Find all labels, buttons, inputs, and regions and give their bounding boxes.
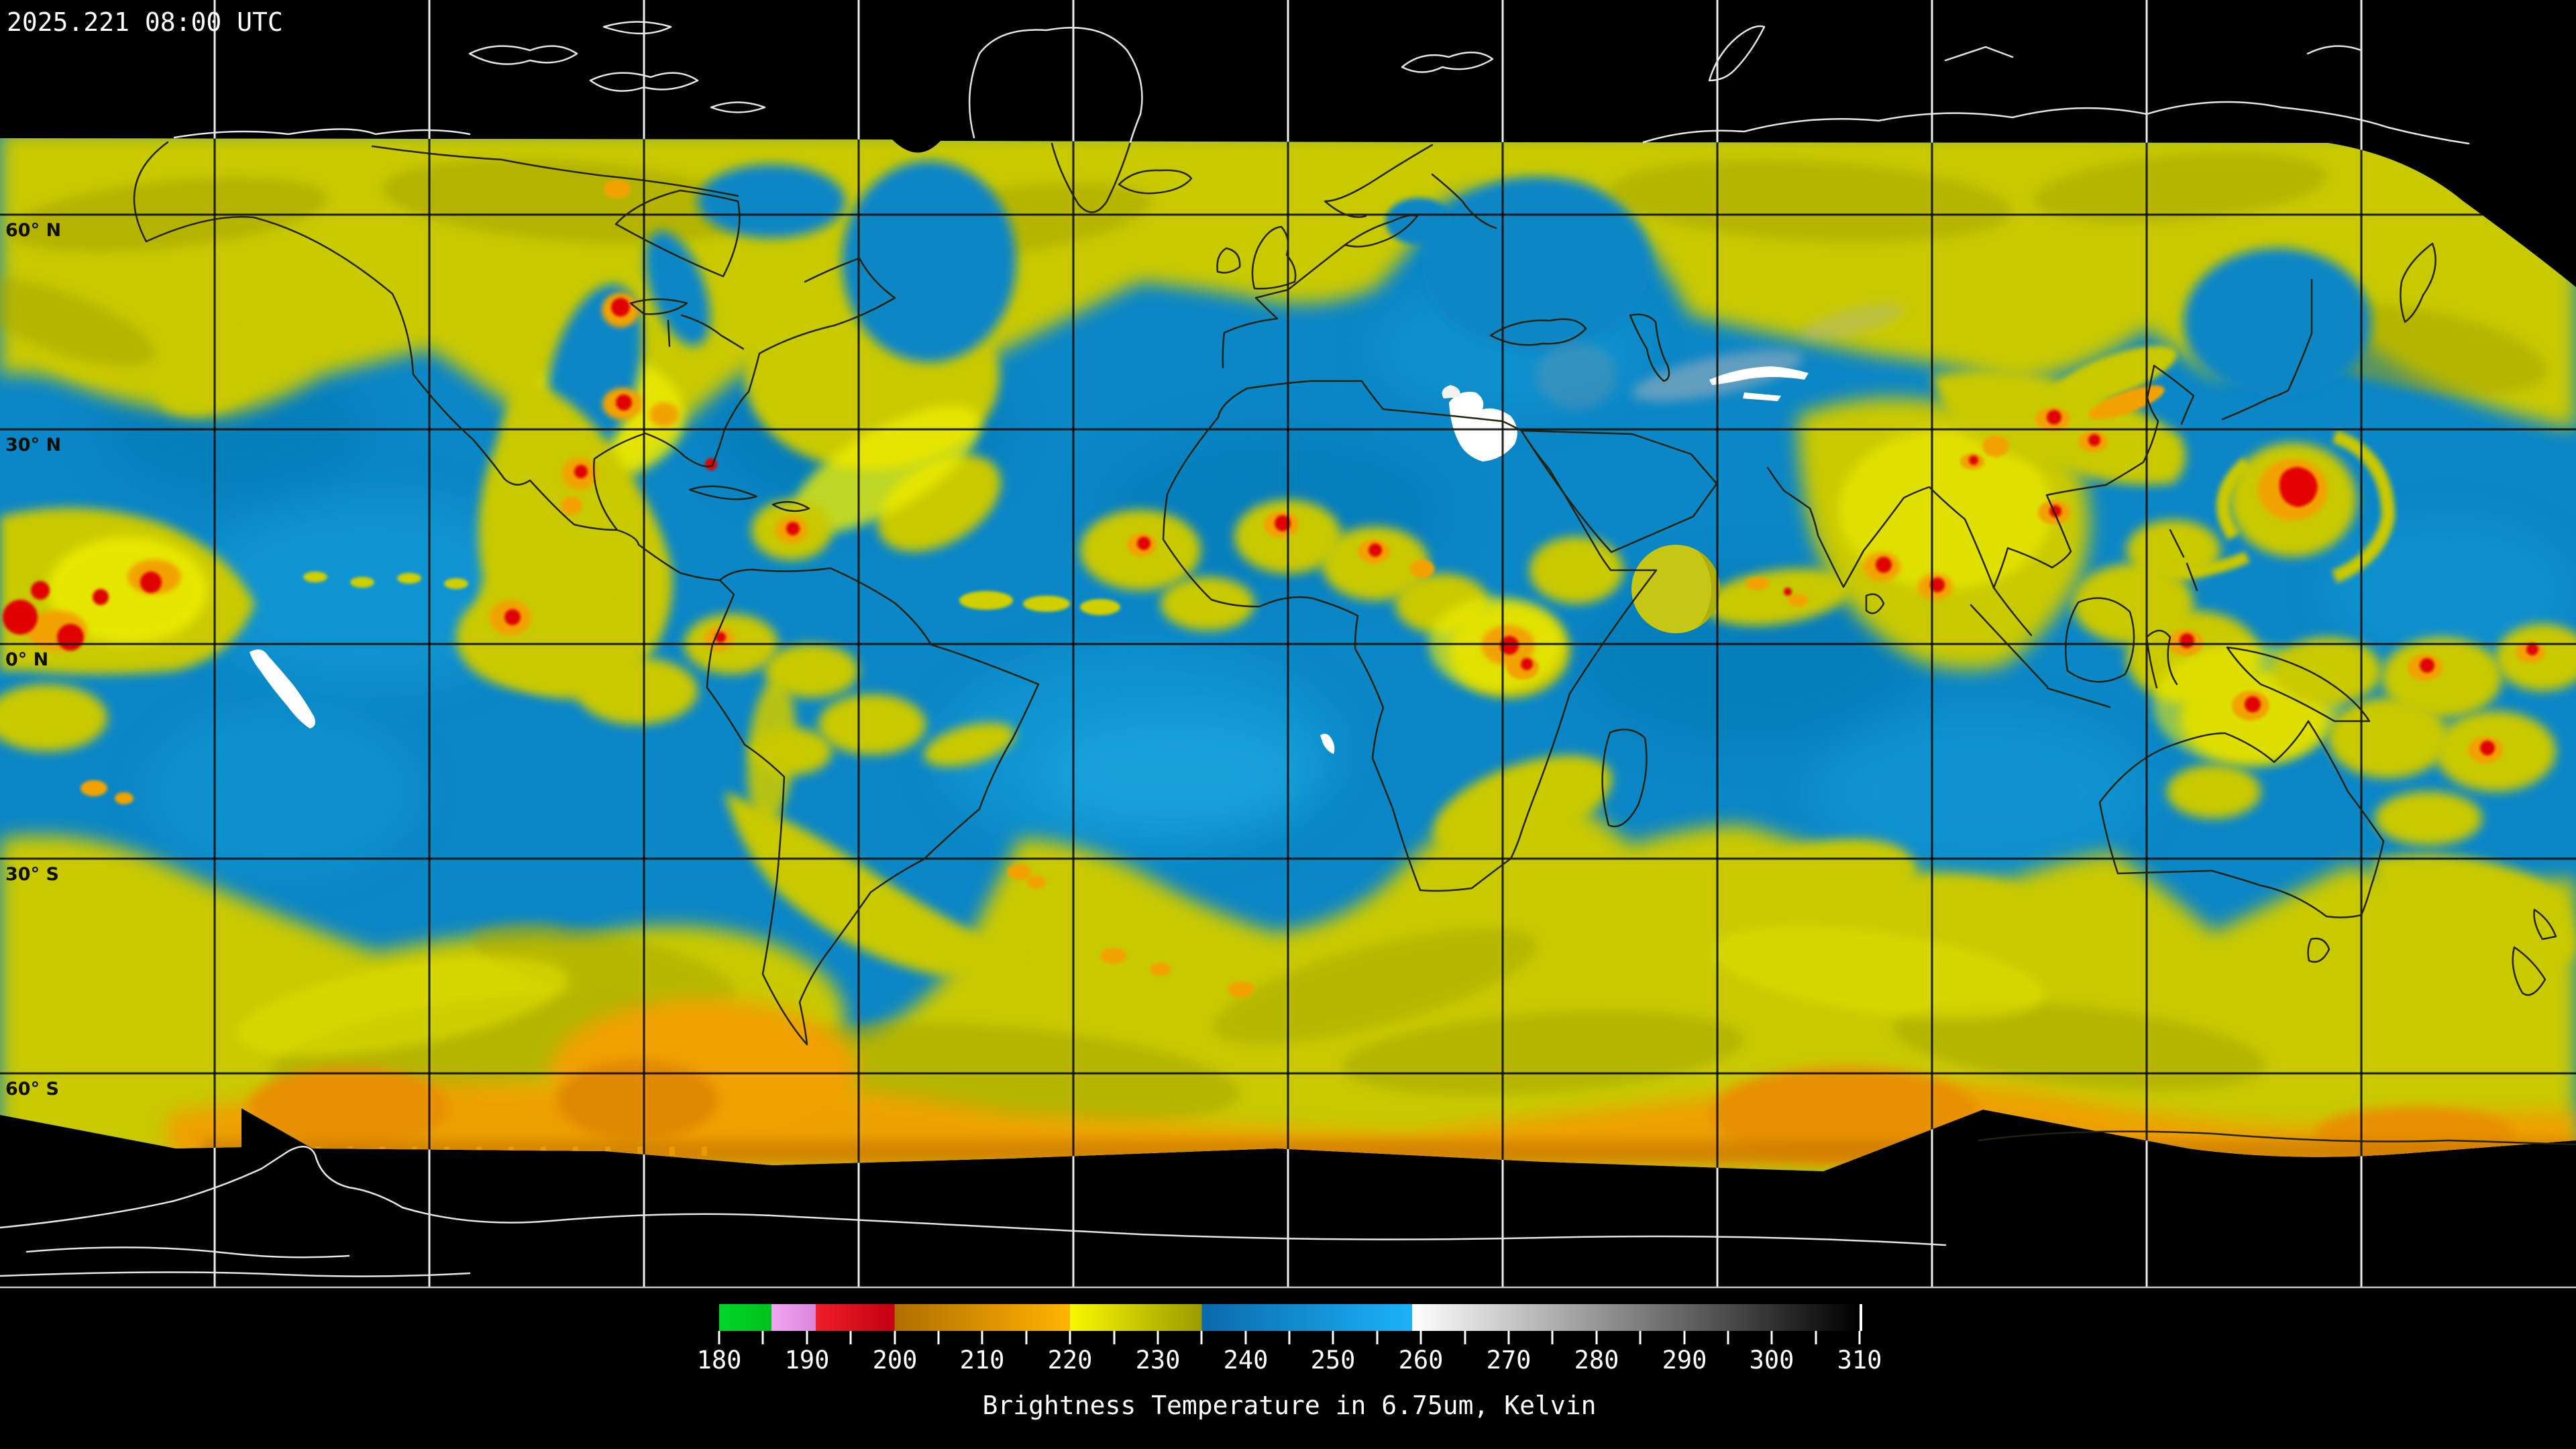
colorbar-tick-label: 210 <box>960 1346 1005 1375</box>
colorbar-tick-label: 180 <box>697 1346 742 1375</box>
colorbar-tick-label: 240 <box>1224 1346 1269 1375</box>
colorbar: 180 190 200 210 220 230 240 250 260 270 … <box>697 1304 1882 1420</box>
coastlines-white <box>0 21 2470 1277</box>
map-data <box>0 138 2576 1171</box>
latitude-label: 0° N <box>5 649 48 670</box>
colorbar-tick-label: 270 <box>1487 1346 1532 1375</box>
colorbar-tick-label: 220 <box>1048 1346 1093 1375</box>
graticule-inner <box>0 138 2576 1171</box>
timestamp: 2025.221 08:00 UTC <box>7 7 283 37</box>
colorbar-tick-label: 190 <box>785 1346 830 1375</box>
colorbar-tick-label: 310 <box>1837 1346 1882 1375</box>
coastlines-dark <box>133 141 2576 1146</box>
typhoon <box>2135 429 2396 584</box>
colorbar-tick-label: 280 <box>1574 1346 1619 1375</box>
colorbar-endcap <box>1860 1304 1862 1331</box>
colorbar-tick-label: 300 <box>1750 1346 1794 1375</box>
colorbar-tick-labels: 180 190 200 210 220 230 240 250 260 270 … <box>697 1346 1882 1375</box>
orange-convection-spots <box>27 180 2545 998</box>
colorbar-tick-label: 260 <box>1399 1346 1444 1375</box>
colorbar-tick-label: 200 <box>873 1346 918 1375</box>
colorbar-title: Brightness Temperature in 6.75um, Kelvin <box>982 1391 1596 1420</box>
latitude-label: 60° N <box>5 220 61 241</box>
colorbar-tick-label: 250 <box>1311 1346 1356 1375</box>
colorbar-ticks <box>718 1331 1861 1344</box>
latitude-label: 60° S <box>5 1079 59 1099</box>
colorbar-gradient <box>719 1304 1860 1331</box>
latitude-label: 30° S <box>5 864 59 885</box>
latitude-label: 30° N <box>5 435 61 455</box>
colorbar-tick-label: 230 <box>1136 1346 1181 1375</box>
moon-artifact <box>1631 545 1721 633</box>
warm-dry-spots <box>250 366 1809 754</box>
latitude-labels: 60° N 30° N 0° N 30° S 60° S <box>5 220 61 1099</box>
colorbar-tick-label: 290 <box>1662 1346 1707 1375</box>
typhoon-core <box>2279 467 2318 507</box>
